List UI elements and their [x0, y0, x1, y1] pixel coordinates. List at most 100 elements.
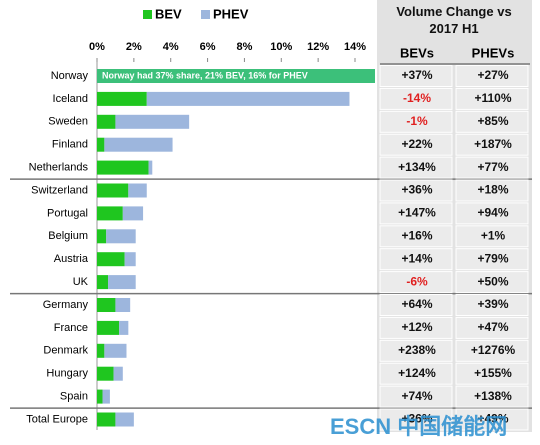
table-cell-text: +22%	[401, 137, 432, 151]
bar-segment	[97, 412, 116, 427]
table-cell	[379, 87, 453, 110]
table-cell	[455, 316, 529, 339]
table-cell-text: +39%	[477, 297, 508, 311]
table-cell-text: +18%	[477, 183, 508, 197]
y-tick-label: Total Europe	[26, 413, 88, 425]
table-cell	[455, 248, 529, 271]
table-cell	[379, 339, 453, 362]
bar-segment	[97, 137, 105, 152]
y-tick-label: Hungary	[46, 368, 88, 380]
table-cell-text: +155%	[474, 366, 512, 380]
y-tick-label: Iceland	[53, 93, 88, 105]
table-cell-text: +1276%	[471, 343, 516, 357]
x-tick-label: 8%	[236, 41, 252, 53]
legend-swatch	[201, 10, 210, 19]
table-cell-text: +94%	[477, 206, 508, 220]
table-cell-text: +238%	[398, 343, 436, 357]
table-cell	[455, 179, 529, 202]
bar-segment	[97, 343, 105, 358]
x-tick-label: 10%	[270, 41, 292, 53]
bar-segment	[108, 275, 136, 290]
bar-segment	[104, 137, 173, 152]
table-cell	[379, 248, 453, 271]
bar-segment	[115, 298, 131, 312]
bar-segment	[97, 160, 149, 175]
table-cell	[455, 156, 529, 179]
bars	[97, 69, 375, 427]
y-tick-label: Sweden	[48, 116, 88, 128]
bar-segment	[97, 69, 375, 83]
table-cell-text: -6%	[406, 274, 428, 288]
table-cell	[379, 65, 453, 87]
legend-label: PHEV	[213, 6, 249, 21]
legend-label: BEV	[155, 6, 182, 21]
table-column-header: BEVs	[400, 45, 434, 60]
table-cell-text: +47%	[477, 320, 508, 334]
table-cell-text: +27%	[477, 68, 508, 82]
table-cell-text: +77%	[477, 160, 508, 174]
table-cell	[455, 362, 529, 385]
table-column-header: PHEVs	[472, 45, 515, 60]
y-tick-label: Netherlands	[29, 162, 89, 174]
x-tick-label: 4%	[163, 41, 179, 53]
table-cell-text: +37%	[401, 68, 432, 82]
table-cell	[379, 294, 453, 316]
table-cell-text: +14%	[401, 251, 432, 265]
bar-segment	[97, 366, 114, 381]
annotation: Norway had 37% share, 21% BEV, 16% for P…	[102, 70, 308, 80]
table-cell-text: +79%	[477, 251, 508, 265]
bar-segment	[102, 389, 110, 404]
table-cell	[455, 133, 529, 156]
bar-segment	[106, 229, 136, 244]
table-cell	[379, 156, 453, 179]
bar-segment	[97, 183, 129, 198]
bar-segment	[97, 389, 103, 404]
table-cell	[455, 110, 529, 133]
bar-segment	[97, 252, 125, 267]
table-title: Volume Change vs 2017 H1	[396, 4, 512, 36]
bar-segment	[97, 91, 147, 106]
table-cell	[455, 408, 529, 431]
table-cell	[455, 225, 529, 248]
bar-segment	[97, 275, 109, 290]
bar-segment	[97, 298, 116, 312]
table-cell	[379, 225, 453, 248]
table-cell	[455, 65, 529, 87]
bar-segment	[97, 320, 120, 335]
bar-segment	[124, 252, 136, 267]
bar-segment	[128, 183, 147, 198]
y-tick-label: Spain	[60, 391, 88, 403]
table-cell	[455, 87, 529, 110]
table-cell	[455, 339, 529, 362]
table-cell-text: +124%	[398, 366, 436, 380]
bar-segment	[97, 114, 116, 129]
y-tick-label: France	[54, 322, 88, 334]
table-cell-text: +134%	[398, 160, 436, 174]
table-cell-text: +50%	[477, 274, 508, 288]
table-cell	[455, 294, 529, 316]
y-tick-label: Austria	[54, 253, 89, 265]
y-tick-label: UK	[73, 276, 89, 288]
table-cell-text: +49%	[477, 412, 508, 426]
x-tick-label: 6%	[200, 41, 216, 53]
table-cell-text: +64%	[401, 297, 432, 311]
table-cell	[455, 385, 529, 408]
y-tick-label: Germany	[43, 299, 89, 311]
bar-segment	[97, 206, 123, 221]
table-cell	[379, 408, 453, 431]
table-cell-text: +138%	[474, 389, 512, 403]
y-tick-label: Belgium	[48, 230, 88, 242]
table-cell-text: -1%	[406, 114, 428, 128]
table-cell-text: +110%	[474, 91, 511, 105]
table-cell	[379, 271, 453, 294]
table-cell-text: +12%	[401, 320, 432, 334]
table-cell-text: +85%	[477, 114, 508, 128]
y-tick-label: Finland	[52, 139, 88, 151]
x-tick-label: 2%	[126, 41, 142, 53]
bar-segment	[148, 160, 153, 175]
table-cell	[379, 316, 453, 339]
y-tick-label: Norway	[51, 70, 89, 82]
table-cell	[455, 202, 529, 225]
